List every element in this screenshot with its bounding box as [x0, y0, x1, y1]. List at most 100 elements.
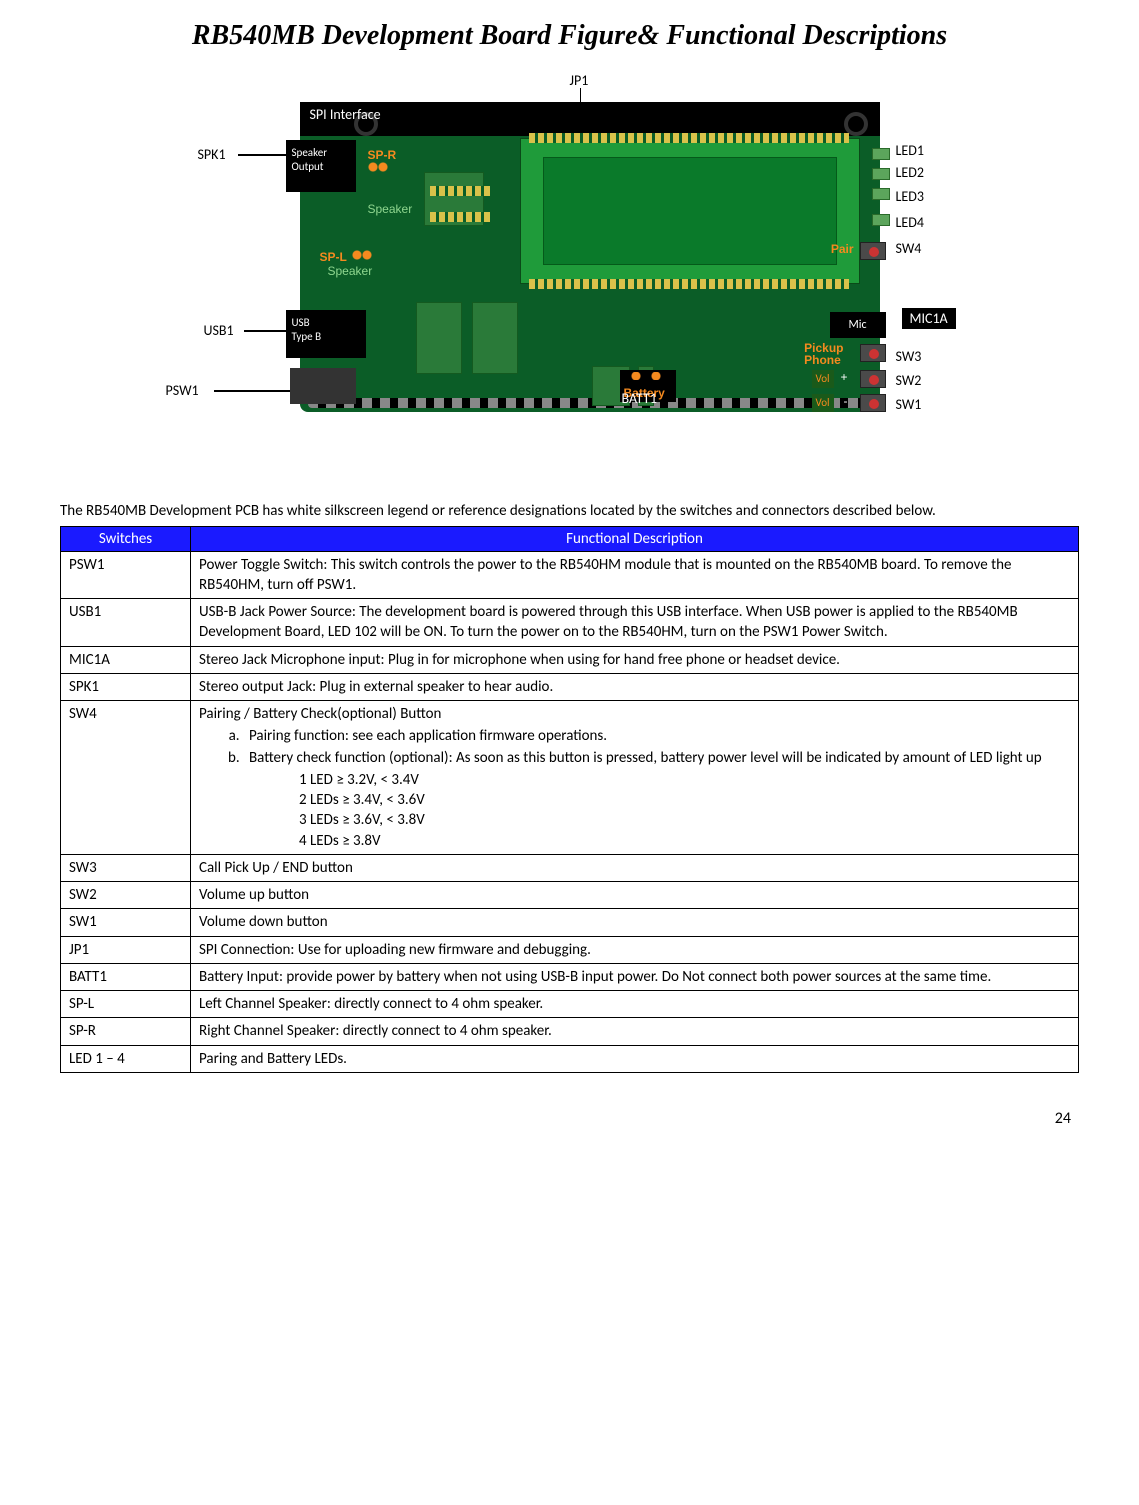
pair-label: Pair	[831, 242, 854, 256]
table-row: LED 1 – 4Paring and Battery LEDs.	[61, 1045, 1079, 1072]
cell-desc: Stereo Jack Microphone input: Plug in fo…	[191, 646, 1079, 673]
pickup-label: PickupPhone	[804, 342, 843, 366]
callout-psw1: PSW1	[166, 382, 199, 399]
list-item: Pairing function: see each application f…	[243, 726, 1070, 746]
led-level-line: 4 LEDs ≥ 3.8V	[199, 831, 1070, 851]
table-row: JP1SPI Connection: Use for uploading new…	[61, 936, 1079, 963]
cell-desc: SPI Connection: Use for uploading new fi…	[191, 936, 1079, 963]
cell-switch: JP1	[61, 936, 191, 963]
label-batt1: BATT1	[622, 390, 657, 407]
callout-led1: LED1	[896, 142, 924, 159]
sw1-button-icon	[860, 394, 886, 412]
callout-led2: LED2	[896, 164, 924, 181]
led-level-line: 3 LEDs ≥ 3.6V, < 3.8V	[199, 810, 1070, 830]
cell-switch: BATT1	[61, 963, 191, 990]
sw2-button-icon	[860, 370, 886, 388]
callout-sw2: SW2	[896, 372, 922, 389]
cell-switch: PSW1	[61, 551, 191, 599]
led-level-line: 1 LED ≥ 3.2V, < 3.4V	[199, 770, 1070, 790]
label-led2: LED2	[896, 164, 924, 181]
chip-icon	[472, 302, 518, 374]
pcb-board: SPI Interface SpeakerOutput SP-R Speaker…	[300, 102, 880, 412]
cell-desc: Paring and Battery LEDs.	[191, 1045, 1079, 1072]
cell-switch: SW2	[61, 882, 191, 909]
table-row: USB1USB-B Jack Power Source: The develop…	[61, 599, 1079, 647]
spr-label: SP-R	[368, 148, 397, 162]
table-row: MIC1AStereo Jack Microphone input: Plug …	[61, 646, 1079, 673]
usb-jack: USBType B	[286, 310, 366, 358]
callout-jp1: JP1	[570, 72, 589, 89]
table-row: BATT1Battery Input: provide power by bat…	[61, 963, 1079, 990]
callout-led4: LED4	[896, 214, 924, 231]
label-spk1: SPK1	[198, 146, 226, 163]
sw3-button-icon	[860, 344, 886, 362]
cell-desc: Call Pick Up / END button	[191, 854, 1079, 881]
callout-batt1: BATT1	[622, 390, 657, 407]
speaker3-label: Speaker	[328, 264, 373, 278]
cell-desc: Power Toggle Switch: This switch control…	[191, 551, 1079, 599]
spr-pins-icon	[368, 162, 388, 172]
pair-button-icon	[860, 242, 886, 260]
led-icon	[872, 214, 890, 226]
switches-table: Switches Functional Description PSW1Powe…	[60, 526, 1079, 1073]
led-icon	[872, 148, 890, 160]
led-level-line: 2 LEDs ≥ 3.4V, < 3.6V	[199, 790, 1070, 810]
cell-switch: SW1	[61, 909, 191, 936]
pins-icon	[430, 212, 490, 222]
speaker-label: Speaker	[368, 202, 413, 216]
cell-switch: SP-R	[61, 1018, 191, 1045]
label-sw4: SW4	[896, 240, 922, 257]
label-jp1: JP1	[570, 72, 589, 89]
spl-pins-icon	[352, 250, 372, 260]
label-sw1: SW1	[896, 396, 922, 413]
spi-header: SPI Interface	[300, 102, 880, 136]
cell-switch: USB1	[61, 599, 191, 647]
callout-sw1: SW1	[896, 396, 922, 413]
cell-desc: Right Channel Speaker: directly connect …	[191, 1018, 1079, 1045]
board-figure: JP1 SPI Interface SpeakerOutput SP-R Spe…	[160, 72, 980, 472]
volplus-label: Vol	[812, 370, 834, 388]
spi-label: SPI Interface	[310, 106, 381, 123]
table-row: SW1Volume down button	[61, 909, 1079, 936]
label-led1: LED1	[896, 142, 924, 159]
label-usb1: USB1	[204, 322, 234, 339]
chip-icon	[416, 302, 462, 374]
callout-sw3: SW3	[896, 348, 922, 365]
label-sw2: SW2	[896, 372, 922, 389]
cell-switch: SP-L	[61, 991, 191, 1018]
label-sw3: SW3	[896, 348, 922, 365]
table-row: SW3Call Pick Up / END button	[61, 854, 1079, 881]
cell-desc: Left Channel Speaker: directly connect t…	[191, 991, 1079, 1018]
cell-switch: SW4	[61, 701, 191, 855]
pins-icon	[430, 186, 490, 196]
cell-switch: SPK1	[61, 673, 191, 700]
callout-sw4: SW4	[896, 240, 922, 257]
callout-mic1a: MIC1A	[902, 308, 956, 329]
table-row: SW4 Pairing / Battery Check(optional) Bu…	[61, 701, 1079, 855]
th-desc: Functional Description	[191, 526, 1079, 551]
cell-switch: LED 1 – 4	[61, 1045, 191, 1072]
mic-jack: Mic	[830, 312, 886, 338]
module-icon	[520, 138, 860, 284]
th-switches: Switches	[61, 526, 191, 551]
led-icon	[872, 168, 890, 180]
intro-paragraph: The RB540MB Development PCB has white si…	[60, 502, 1079, 522]
label-led3: LED3	[896, 188, 924, 205]
power-switch-icon	[290, 368, 356, 404]
callout-spk1: SPK1	[198, 146, 226, 163]
led-icon	[872, 188, 890, 200]
spi-pins-icon	[308, 398, 872, 408]
plus-label: +	[840, 370, 847, 384]
label-mic1a: MIC1A	[910, 310, 948, 327]
cell-desc: Battery Input: provide power by battery …	[191, 963, 1079, 990]
table-row: SW2Volume up button	[61, 882, 1079, 909]
minus-label: -	[844, 394, 848, 408]
label-led4: LED4	[896, 214, 924, 231]
table-row: SP-RRight Channel Speaker: directly conn…	[61, 1018, 1079, 1045]
cell-desc: Stereo output Jack: Plug in external spe…	[191, 673, 1079, 700]
label-psw1: PSW1	[166, 382, 199, 399]
cell-desc: Volume down button	[191, 909, 1079, 936]
table-row: SP-LLeft Channel Speaker: directly conne…	[61, 991, 1079, 1018]
cell-desc: Pairing / Battery Check(optional) Button…	[191, 701, 1079, 855]
page-title: RB540MB Development Board Figure& Functi…	[60, 20, 1079, 52]
